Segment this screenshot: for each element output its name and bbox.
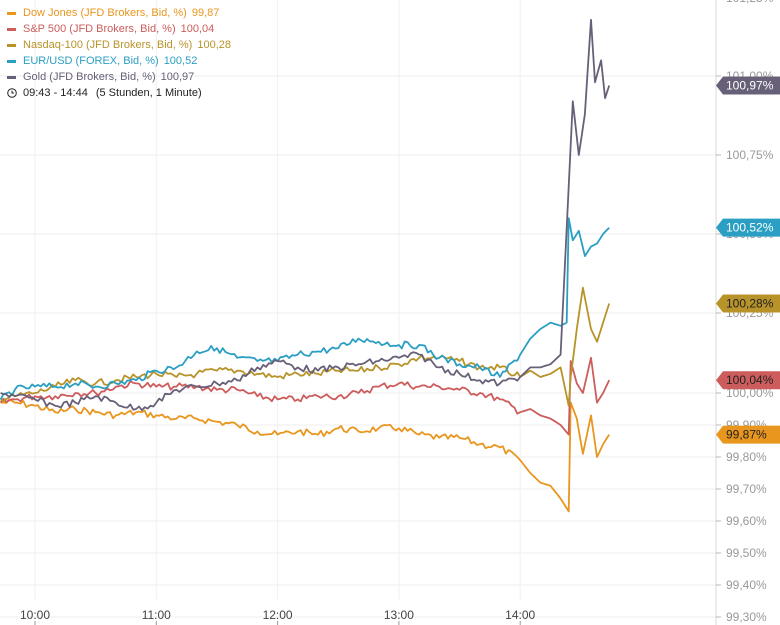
- y-tick-label: 99,60%: [726, 514, 767, 528]
- legend-label: EUR/USD (FOREX, Bid, %): [23, 55, 159, 67]
- end-value-tag-bg: [716, 76, 780, 95]
- y-tick-label: 100,75%: [726, 148, 774, 162]
- legend-label: Dow Jones (JFD Brokers, Bid, %): [23, 7, 187, 19]
- x-axis: 10:00 11:00 12:00 13:00 14:00: [20, 608, 536, 625]
- end-value-tag-bg: [716, 218, 780, 237]
- legend-value: 100,52: [163, 55, 198, 67]
- legend-value: 100,04: [180, 23, 215, 35]
- legend-label: S&P 500 (JFD Brokers, Bid, %): [23, 23, 176, 35]
- end-value-label: 99,87%: [726, 428, 767, 442]
- series-line: [0, 356, 611, 436]
- series-line: [0, 286, 611, 407]
- time-range-row: 09:43 - 14:44 (5 Stunden, 1 Minute): [7, 85, 231, 101]
- end-value-tag-bg: [716, 294, 780, 313]
- series-line: [0, 399, 610, 513]
- end-value-label: 100,52%: [726, 221, 774, 235]
- end-value-labels: 99,87% 100,04% 100,28% 100,52% 100,97%: [716, 76, 780, 444]
- legend-label: Gold (JFD Brokers, Bid, %): [23, 71, 156, 83]
- legend-swatch: [7, 59, 16, 63]
- end-value-tag: 100,04%: [716, 371, 780, 390]
- clock-icon: [7, 88, 17, 98]
- legend-item-dow-jones[interactable]: Dow Jones (JFD Brokers, Bid, %) 99,87: [7, 5, 231, 21]
- end-value-tag-bg: [716, 425, 780, 444]
- legend-value: 100,28: [197, 39, 231, 51]
- legend-value: 100,97: [160, 71, 195, 83]
- time-range: 09:43 - 14:44: [23, 87, 88, 99]
- end-value-tag-bg: [716, 371, 780, 390]
- x-tick-label: 10:00: [20, 608, 50, 622]
- end-value-label: 100,97%: [726, 78, 774, 92]
- end-value-tag: 100,97%: [716, 76, 780, 95]
- legend-swatch: [7, 43, 16, 47]
- y-tick-label: 99,30%: [726, 610, 767, 624]
- legend-value: 99,87: [191, 7, 220, 19]
- series-layer: [0, 18, 611, 513]
- series-line: [0, 18, 611, 412]
- x-tick-label: 14:00: [505, 608, 535, 622]
- y-tick-label: 99,80%: [726, 450, 767, 464]
- x-tick-label: 13:00: [384, 608, 414, 622]
- end-value-label: 100,28%: [726, 297, 774, 311]
- legend-item-eur-usd[interactable]: EUR/USD (FOREX, Bid, %) 100,52: [7, 53, 231, 69]
- legend-swatch: [7, 11, 16, 15]
- y-tick-label: 99,50%: [726, 546, 767, 560]
- duration: (5 Stunden, 1 Minute): [95, 87, 202, 99]
- y-tick-label: 101,25%: [726, 0, 774, 5]
- legend-item-sp500[interactable]: S&P 500 (JFD Brokers, Bid, %) 100,04: [7, 21, 231, 37]
- legend-label: Nasdaq-100 (JFD Brokers, Bid, %): [23, 39, 193, 51]
- y-tick-label: 100,00%: [726, 386, 774, 400]
- legend-swatch: [7, 27, 16, 31]
- end-value-tag: 100,52%: [716, 218, 780, 237]
- legend-swatch: [7, 75, 16, 79]
- end-value-tag: 100,28%: [716, 294, 780, 313]
- end-value-tag: 99,87%: [716, 425, 780, 444]
- legend-item-gold[interactable]: Gold (JFD Brokers, Bid, %) 100,97: [7, 69, 231, 85]
- x-tick-label: 12:00: [263, 608, 293, 622]
- end-value-label: 100,04%: [726, 373, 774, 387]
- x-tick-label: 11:00: [142, 608, 171, 622]
- y-tick-label: 99,40%: [726, 578, 767, 592]
- legend-item-nasdaq-100[interactable]: Nasdaq-100 (JFD Brokers, Bid, %) 100,28: [7, 37, 231, 53]
- y-tick-label: 99,70%: [726, 482, 767, 496]
- legend: Dow Jones (JFD Brokers, Bid, %) 99,87 S&…: [7, 5, 231, 101]
- series-line: [0, 217, 610, 400]
